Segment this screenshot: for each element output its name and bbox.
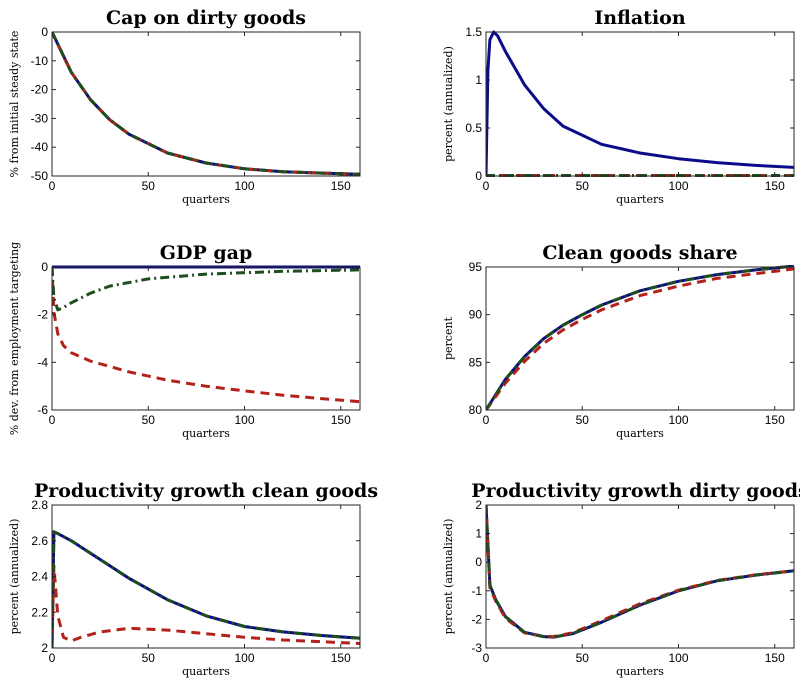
y-tick-label: 2.2 <box>31 605 48 619</box>
plot-area <box>52 267 360 410</box>
y-axis-label: percent (annualized) <box>442 46 455 162</box>
series-group <box>486 265 794 411</box>
chart-title: GDP gap <box>160 242 253 264</box>
chart-title: Clean goods share <box>542 242 737 264</box>
plot-area <box>486 267 794 410</box>
series-line-green <box>52 266 360 312</box>
series-line-green <box>52 530 360 649</box>
y-tick-label: 1.5 <box>465 25 482 39</box>
x-tick-label: 50 <box>142 651 156 665</box>
y-tick-label: -6 <box>37 403 48 417</box>
x-tick-label: 50 <box>142 413 156 427</box>
axes-frame <box>485 31 795 177</box>
x-tick-label: 50 <box>576 413 590 427</box>
series-group <box>52 530 360 649</box>
y-tick-label: -10 <box>31 54 49 68</box>
y-axis-label: percent (annualized) <box>8 519 21 635</box>
axes-frame <box>485 504 795 649</box>
y-tick-label: 85 <box>469 355 483 369</box>
chart-title: Productivity growth clean goods <box>34 480 378 502</box>
x-tick-label: 150 <box>331 413 351 427</box>
series-line-green <box>486 504 794 639</box>
series-line-green <box>52 31 360 176</box>
chart-title: Productivity growth dirty goods <box>471 480 800 502</box>
y-axis-label: percent <box>442 316 455 360</box>
x-tick-label: 100 <box>234 651 254 665</box>
chart-panel: 0 50 100 150 0 -2 -4 -6 GDP gap quarters % dev. fr… <box>8 242 361 440</box>
y-tick-label: 1 <box>475 527 482 541</box>
y-tick-label: 2.8 <box>31 498 48 512</box>
y-tick-label: -20 <box>31 83 49 97</box>
y-tick-label: 0 <box>475 169 482 183</box>
x-axis-label: quarters <box>182 193 230 206</box>
axes-frame <box>485 266 795 411</box>
y-tick-label: 2 <box>475 498 482 512</box>
x-tick-label: 150 <box>765 651 785 665</box>
y-tick-label: 2 <box>41 641 48 655</box>
y-axis-label: percent (annualized) <box>442 519 455 635</box>
x-tick-label: 100 <box>668 413 688 427</box>
chart-panel: 0 50 100 150 0 0.5 1 1.5 Inflation quarters percen… <box>442 7 795 206</box>
series-group <box>486 504 794 639</box>
series-line-red <box>52 266 360 404</box>
x-tick-label: 0 <box>49 651 56 665</box>
axes-frame <box>51 266 361 411</box>
x-tick-label: 100 <box>234 413 254 427</box>
y-tick-label: -4 <box>37 355 48 369</box>
x-tick-label: 0 <box>483 651 490 665</box>
series-line-red <box>52 564 360 649</box>
chart-panel: 0 50 100 150 0 -10 -20 -30 -40 -50 Cap on dirty go… <box>8 7 361 206</box>
x-tick-label: 0 <box>483 179 490 193</box>
plot-area <box>52 505 360 648</box>
x-tick-label: 150 <box>331 179 351 193</box>
y-tick-label: -1 <box>471 584 482 598</box>
x-axis-label: quarters <box>182 427 230 440</box>
x-tick-label: 100 <box>234 179 254 193</box>
y-tick-label: 95 <box>469 260 483 274</box>
plot-area <box>52 32 360 176</box>
y-tick-label: 1 <box>475 73 482 87</box>
x-tick-label: 0 <box>483 413 490 427</box>
y-tick-label: 0 <box>475 555 482 569</box>
y-tick-label: 80 <box>469 403 483 417</box>
series-line-blue <box>486 30 794 177</box>
x-axis-label: quarters <box>616 193 664 206</box>
x-tick-label: 0 <box>49 179 56 193</box>
y-tick-label: -30 <box>31 111 49 125</box>
y-axis-label: % from initial steady state <box>8 31 21 178</box>
chart-title: Cap on dirty goods <box>106 7 306 29</box>
axes-frame <box>51 31 361 177</box>
series-group <box>52 31 360 176</box>
y-tick-label: -2 <box>37 308 48 322</box>
y-axis-label: % dev. from employment targeting <box>8 242 21 435</box>
y-tick-label: 0 <box>41 260 48 274</box>
x-axis-label: quarters <box>616 665 664 678</box>
y-tick-label: -40 <box>31 140 49 154</box>
x-tick-label: 50 <box>142 179 156 193</box>
x-tick-label: 100 <box>668 651 688 665</box>
x-tick-label: 0 <box>49 413 56 427</box>
x-tick-label: 150 <box>331 651 351 665</box>
y-tick-label: -2 <box>471 612 482 626</box>
y-tick-label: 2.4 <box>31 570 48 584</box>
x-tick-label: 50 <box>576 651 590 665</box>
y-tick-label: 0 <box>41 25 48 39</box>
x-tick-label: 150 <box>765 179 785 193</box>
x-axis-label: quarters <box>182 665 230 678</box>
y-tick-label: 2.6 <box>31 534 48 548</box>
y-tick-label: -50 <box>31 169 49 183</box>
chart-panel: 0 50 100 150 2 1 0 -1 -2 -3 Productivity growth di… <box>442 480 800 678</box>
x-tick-label: 150 <box>765 413 785 427</box>
y-tick-label: -3 <box>471 641 482 655</box>
x-tick-label: 100 <box>668 179 688 193</box>
chart-title: Inflation <box>594 7 685 29</box>
x-tick-label: 50 <box>576 179 590 193</box>
y-tick-label: 90 <box>469 308 483 322</box>
chart-panel: 0 50 100 150 80 85 90 95 Clean goods share quarte… <box>442 242 795 440</box>
y-tick-label: 0.5 <box>465 121 482 135</box>
series-line-green <box>486 265 794 411</box>
x-axis-label: quarters <box>616 427 664 440</box>
